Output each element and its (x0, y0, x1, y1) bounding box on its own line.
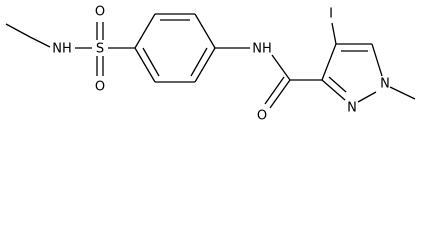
atom-label: NH (252, 42, 272, 57)
atom-label: NH (52, 42, 72, 57)
structure: NH S O O NH O N N I (5, 5, 416, 124)
bonds (5, 13, 416, 109)
atom-label: O (95, 80, 105, 95)
atom-label: O (95, 5, 105, 20)
atom-label: S (96, 42, 104, 57)
atom-label: N (347, 101, 357, 116)
atom-label: N (380, 77, 390, 92)
atom-label: I (329, 7, 333, 22)
atom-label: O (257, 109, 267, 124)
